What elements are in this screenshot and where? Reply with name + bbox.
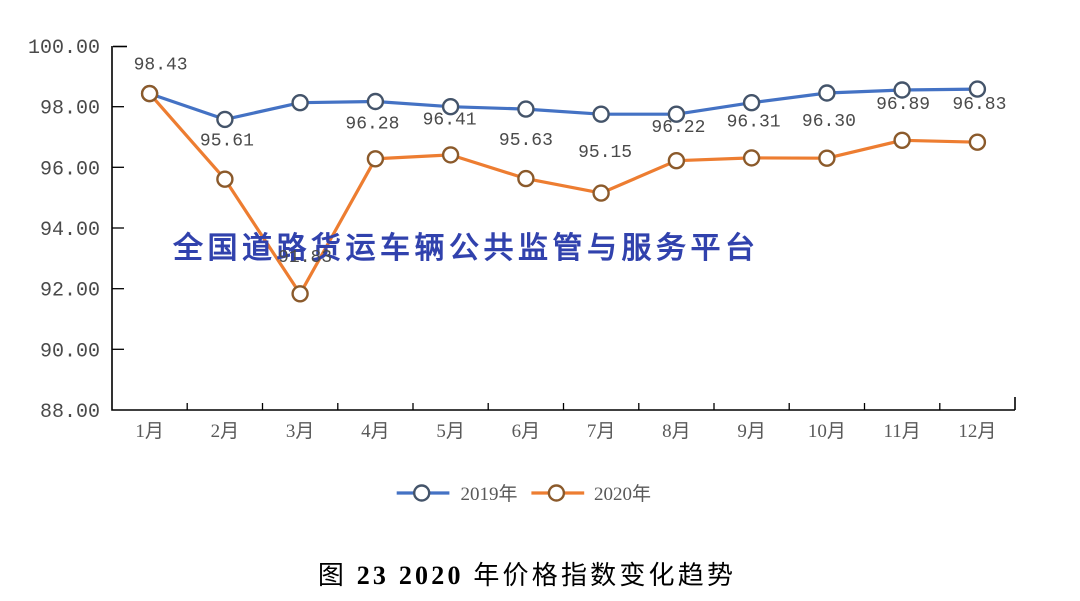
svg-text:96.00: 96.00 xyxy=(40,158,100,181)
svg-text:8月: 8月 xyxy=(662,421,691,442)
svg-text:1月: 1月 xyxy=(135,421,164,442)
svg-text:95.63: 95.63 xyxy=(499,131,553,151)
svg-text:96.41: 96.41 xyxy=(423,111,477,131)
svg-text:90.00: 90.00 xyxy=(40,340,100,363)
svg-text:98.00: 98.00 xyxy=(40,98,100,121)
svg-text:6月: 6月 xyxy=(512,421,541,442)
svg-text:95.61: 95.61 xyxy=(200,131,254,151)
svg-text:10月: 10月 xyxy=(808,421,846,442)
svg-text:9月: 9月 xyxy=(737,421,766,442)
svg-text:7月: 7月 xyxy=(587,421,616,442)
svg-text:91.83: 91.83 xyxy=(278,248,332,268)
svg-text:2020年: 2020年 xyxy=(594,483,651,505)
svg-text:95.15: 95.15 xyxy=(578,143,632,163)
svg-text:全国道路货运车辆公共监管与服务平台: 全国道路货运车辆公共监管与服务平台 xyxy=(172,231,760,265)
svg-text:96.28: 96.28 xyxy=(345,115,399,135)
svg-text:3月: 3月 xyxy=(286,421,315,442)
svg-text:2019年: 2019年 xyxy=(461,483,518,505)
svg-text:96.30: 96.30 xyxy=(802,112,856,132)
svg-text:94.00: 94.00 xyxy=(40,219,100,242)
svg-text:12月: 12月 xyxy=(958,421,996,442)
svg-text:88.00: 88.00 xyxy=(40,401,100,424)
svg-text:5月: 5月 xyxy=(436,421,465,442)
svg-text:96.31: 96.31 xyxy=(727,113,781,133)
svg-text:98.43: 98.43 xyxy=(134,56,188,76)
svg-text:96.22: 96.22 xyxy=(651,118,705,138)
svg-text:96.83: 96.83 xyxy=(952,95,1006,115)
svg-text:图 23 2020 年价格指数变化趋势: 图 23 2020 年价格指数变化趋势 xyxy=(318,561,736,590)
svg-text:96.89: 96.89 xyxy=(876,95,930,115)
svg-text:92.00: 92.00 xyxy=(40,280,100,303)
svg-text:100.00: 100.00 xyxy=(28,37,100,60)
svg-text:2月: 2月 xyxy=(211,421,240,442)
svg-text:11月: 11月 xyxy=(883,421,920,442)
svg-text:4月: 4月 xyxy=(361,421,390,442)
